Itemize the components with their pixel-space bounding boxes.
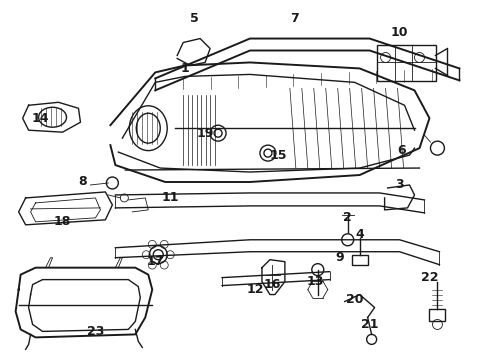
Text: 21: 21 bbox=[360, 318, 378, 331]
Text: 23: 23 bbox=[86, 325, 104, 338]
Text: 5: 5 bbox=[189, 12, 198, 25]
Text: 13: 13 bbox=[305, 275, 323, 288]
Text: 3: 3 bbox=[394, 179, 403, 192]
Text: 1: 1 bbox=[181, 62, 189, 75]
Text: 9: 9 bbox=[335, 251, 344, 264]
Text: 16: 16 bbox=[263, 278, 280, 291]
Bar bbox=[428, 310, 445, 321]
Text: 11: 11 bbox=[161, 192, 179, 204]
Text: 12: 12 bbox=[246, 283, 263, 296]
Text: 17: 17 bbox=[146, 255, 163, 268]
Text: 2: 2 bbox=[343, 211, 351, 224]
Bar bbox=[351, 255, 367, 265]
Text: 15: 15 bbox=[268, 149, 286, 162]
Text: 8: 8 bbox=[78, 175, 86, 189]
Text: 6: 6 bbox=[396, 144, 405, 157]
Text: 10: 10 bbox=[390, 26, 407, 39]
Text: 4: 4 bbox=[355, 228, 363, 241]
Text: 22: 22 bbox=[420, 271, 437, 284]
Text: 14: 14 bbox=[32, 112, 49, 125]
Text: 18: 18 bbox=[54, 215, 71, 228]
Text: 19: 19 bbox=[196, 127, 213, 140]
Text: 7: 7 bbox=[290, 12, 299, 25]
Text: 20: 20 bbox=[345, 293, 363, 306]
